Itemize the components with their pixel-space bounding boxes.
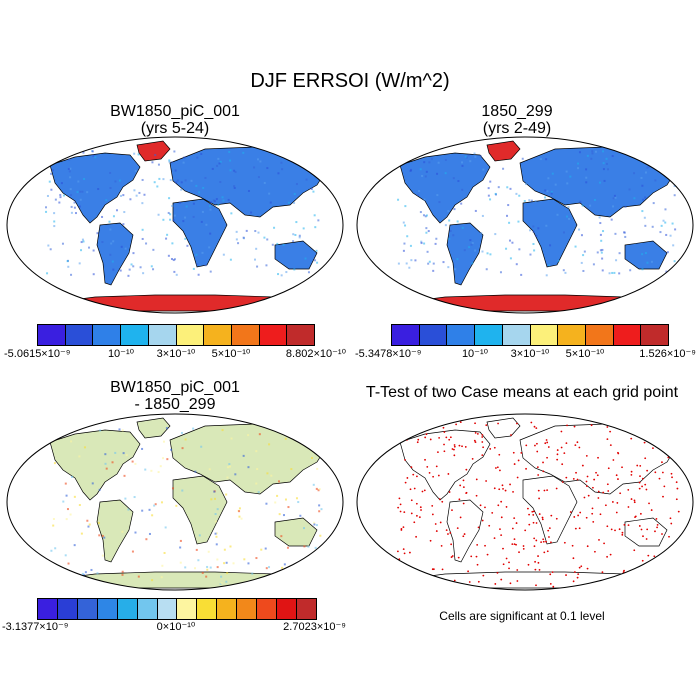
colorbar-swatch: [97, 599, 118, 619]
panel1-title: BW1850_piC_001 (yrs 5-24): [30, 103, 320, 137]
colorbar-swatch: [176, 325, 205, 345]
continent-northAmerica: [49, 429, 141, 501]
panel2-title: 1850_299 (yrs 2-49): [372, 103, 662, 137]
colorbar-swatch: [475, 325, 503, 345]
continent-africa: [522, 475, 578, 545]
panel1-title-line2: (yrs 5-24): [140, 120, 210, 137]
colorbar-panel3: [37, 598, 317, 620]
colorbar-swatch: [502, 325, 531, 345]
colorbar-swatch: [77, 599, 98, 619]
cbar2-label-3: 3×10⁻¹⁰: [510, 348, 550, 360]
cbar1-label-3: 3×10⁻¹⁰: [156, 348, 196, 360]
colorbar-swatch: [419, 325, 448, 345]
colorbar-swatch: [204, 325, 232, 345]
colorbar-swatch: [392, 325, 420, 345]
panel3-title: BW1850_piC_001 - 1850_299: [30, 379, 320, 413]
colorbar-panel2: [391, 324, 669, 346]
colorbar-swatch: [231, 325, 260, 345]
map-panel1: [6, 136, 344, 314]
colorbar-swatch: [530, 325, 559, 345]
colorbar-swatch: [137, 599, 158, 619]
colorbar-swatch: [259, 325, 288, 345]
panel3-title-line2: - 1850_299: [134, 396, 216, 413]
colorbar-swatch: [177, 599, 198, 619]
cbar3-label-mid: 0×10⁻¹⁰: [156, 621, 196, 633]
cbar2-label-2: 10⁻¹⁰: [461, 348, 489, 360]
continent-southAmerica: [446, 222, 484, 286]
colorbar-swatch: [38, 599, 58, 619]
colorbar-swatch: [613, 325, 642, 345]
continent-australia: [624, 240, 668, 270]
continent-southAmerica: [446, 499, 484, 563]
colorbar-panel1: [37, 324, 315, 346]
continent-southAmerica: [96, 499, 134, 563]
colorbar-swatch: [148, 325, 177, 345]
map-outline: [356, 413, 694, 591]
cbar3-label-min: -3.1377×10⁻⁹: [2, 621, 69, 633]
continent-australia: [624, 517, 668, 547]
colorbar-swatch: [157, 599, 178, 619]
cbar2-label-4: 5×10⁻¹⁰: [565, 348, 605, 360]
continent-africa: [172, 475, 228, 545]
panel2-title-line2: (yrs 2-49): [482, 120, 552, 137]
continent-northAmerica: [399, 152, 491, 224]
colorbar-swatch: [121, 325, 149, 345]
colorbar-swatch: [287, 325, 315, 345]
continent-northAmerica: [49, 152, 141, 224]
map-panel2: [356, 136, 694, 314]
continent-northAmerica: [399, 429, 491, 501]
panel3-title-line1: BW1850_piC_001: [110, 379, 240, 396]
continent-greenland: [486, 140, 521, 162]
colorbar-swatch: [237, 599, 258, 619]
continent-eurasia: [519, 423, 678, 495]
continent-antarctica: [49, 571, 306, 589]
panel1-title-line1: BW1850_piC_001: [110, 103, 240, 120]
map-panel3: [6, 413, 344, 591]
continent-antarctica: [399, 294, 656, 312]
significance-note: Cells are significant at 0.1 level: [439, 609, 605, 623]
colorbar-swatch: [585, 325, 614, 345]
continent-africa: [522, 198, 578, 268]
colorbar-swatch: [641, 325, 669, 345]
continent-antarctica: [399, 571, 656, 589]
map-outline: [6, 413, 344, 591]
continent-greenland: [136, 140, 171, 162]
map-outline: [356, 136, 694, 314]
panel2-title-line1: 1850_299: [481, 103, 553, 120]
cbar2-label-max: 1.526×10⁻⁹: [639, 348, 696, 360]
cbar3-label-max: 2.7023×10⁻⁹: [283, 621, 346, 633]
cbar1-label-min: -5.0615×10⁻⁹: [4, 348, 71, 360]
continent-australia: [274, 517, 318, 547]
colorbar-swatch: [217, 599, 238, 619]
continent-australia: [274, 240, 318, 270]
colorbar-swatch: [57, 599, 78, 619]
colorbar-swatch: [447, 325, 476, 345]
panel4-title: T-Test of two Case means at each grid po…: [365, 384, 679, 401]
colorbar-swatch: [197, 599, 218, 619]
continent-southAmerica: [96, 222, 134, 286]
continent-antarctica: [49, 294, 306, 312]
cbar2-label-min: -5.3478×10⁻⁹: [355, 348, 422, 360]
map-outline: [6, 136, 344, 314]
cbar1-label-2: 10⁻¹⁰: [107, 348, 135, 360]
map-panel4: [356, 413, 694, 591]
continent-greenland: [136, 417, 171, 439]
colorbar-swatch: [558, 325, 586, 345]
colorbar-swatch: [277, 599, 297, 619]
colorbar-swatch: [117, 599, 138, 619]
cbar1-label-max: 8.802×10⁻¹⁰: [285, 348, 346, 360]
figure-title: DJF ERRSOI (W/m^2): [250, 70, 450, 92]
colorbar-swatch: [65, 325, 94, 345]
cbar1-label-4: 5×10⁻¹⁰: [211, 348, 251, 360]
colorbar-swatch: [257, 599, 278, 619]
colorbar-swatch: [93, 325, 122, 345]
continent-africa: [172, 198, 228, 268]
colorbar-swatch: [38, 325, 66, 345]
colorbar-swatch: [296, 599, 316, 619]
continent-greenland: [486, 417, 521, 439]
